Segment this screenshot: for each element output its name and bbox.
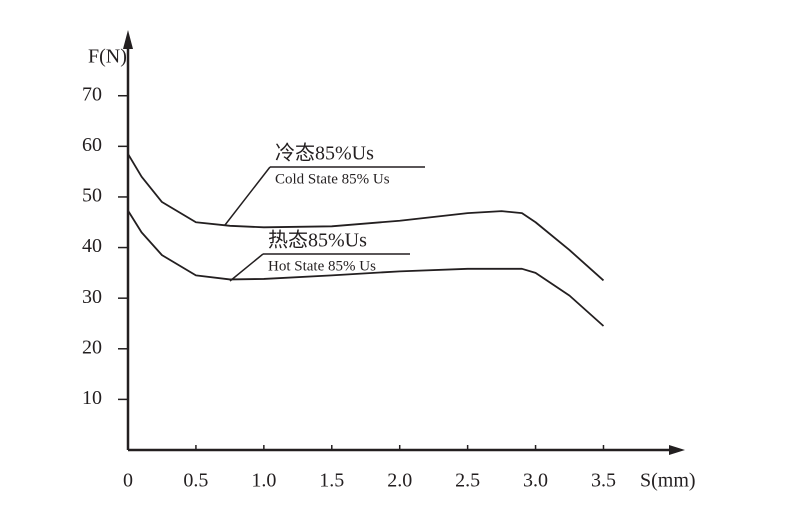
- legend-label: 冷态85%Us: [275, 142, 374, 165]
- y-tick-label: 60: [82, 134, 102, 156]
- y-tick-label: 40: [82, 235, 102, 257]
- x-tick-label: 0.5: [183, 470, 208, 492]
- x-axis-label: S(mm): [640, 470, 696, 492]
- x-tick-label: 1.0: [251, 470, 276, 492]
- y-tick-label: 50: [82, 185, 102, 207]
- x-tick-label: 3.5: [591, 470, 616, 492]
- y-axis-arrow: [123, 30, 133, 49]
- legend-sublabel: Cold State 85% Us: [275, 171, 390, 187]
- legend-sublabel: Hot State 85% Us: [268, 258, 376, 274]
- leader-line: [229, 253, 264, 282]
- x-tick-label: 0: [123, 470, 133, 492]
- y-axis-label: F(N): [88, 46, 127, 68]
- x-tick-label: 2.0: [387, 470, 412, 492]
- x-tick-label: 1.5: [319, 470, 344, 492]
- x-tick-label: 3.0: [523, 470, 548, 492]
- x-axis-arrow: [669, 445, 685, 455]
- x-tick-label: 2.5: [455, 470, 480, 492]
- y-tick-label: 70: [82, 83, 102, 105]
- series-line: [127, 153, 605, 282]
- y-tick-label: 20: [82, 336, 102, 358]
- leader-line: [224, 166, 271, 226]
- y-tick-label: 10: [82, 387, 102, 409]
- series-line: [127, 210, 605, 327]
- legend-label: 热态85%Us: [268, 229, 367, 252]
- y-tick-label: 30: [82, 286, 102, 308]
